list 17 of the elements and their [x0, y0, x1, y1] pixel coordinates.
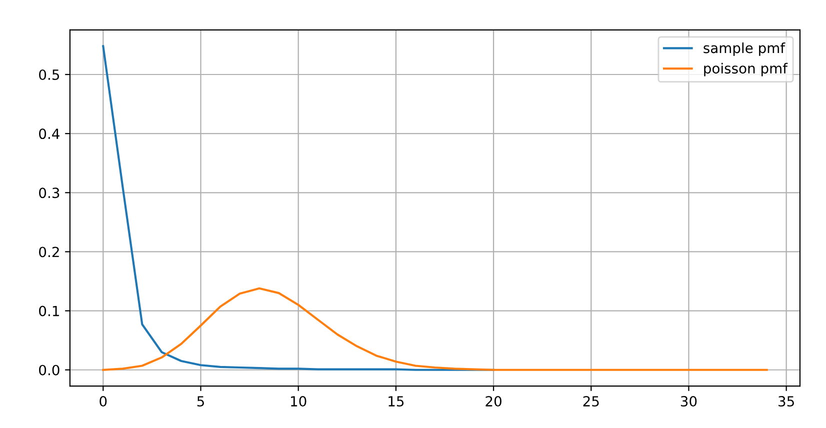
y-tick-label: 0.0 [39, 364, 60, 376]
x-tick-label: 5 [197, 396, 204, 407]
y-tick-label: 0.4 [39, 128, 60, 140]
y-tick-label: 0.3 [39, 188, 60, 198]
x-tick-label: 20 [486, 396, 502, 407]
line-series [102, 287, 768, 371]
x-tick-label: 30 [680, 396, 697, 407]
legend-label: poisson pmf [704, 62, 788, 76]
y-tick-label: 0.2 [39, 246, 59, 258]
x-tick-label: 10 [291, 396, 306, 407]
x-tick-label: 35 [778, 396, 794, 407]
x-tick-label: 0 [100, 396, 107, 407]
x-tick-label: 25 [583, 396, 599, 407]
y-tick-label: 0.1 [39, 306, 59, 316]
legend-label: sample pmf [704, 42, 786, 56]
x-tick-label: 15 [388, 396, 404, 407]
y-tick-label: 0.5 [39, 69, 60, 80]
